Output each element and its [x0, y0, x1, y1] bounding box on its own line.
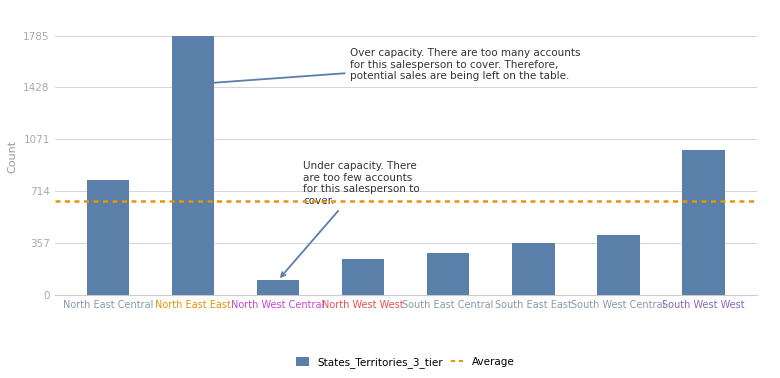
Bar	[682, 150, 725, 295]
Text: Over capacity. There are too many accounts
for this salesperson to cover. Theref: Over capacity. There are too many accoun…	[197, 48, 581, 86]
Y-axis label: Count: Count	[8, 140, 18, 174]
Text: Under capacity. There
are too few accounts
for this salesperson to
cover.: Under capacity. There are too few accoun…	[281, 161, 420, 277]
Bar	[257, 280, 300, 295]
Legend: States_Territories_3_tier, Average: States_Territories_3_tier, Average	[292, 353, 519, 372]
Bar	[342, 259, 385, 295]
Bar	[597, 235, 640, 295]
Bar	[427, 253, 470, 295]
Bar	[512, 243, 555, 295]
Bar	[87, 180, 129, 295]
Bar	[172, 36, 214, 295]
